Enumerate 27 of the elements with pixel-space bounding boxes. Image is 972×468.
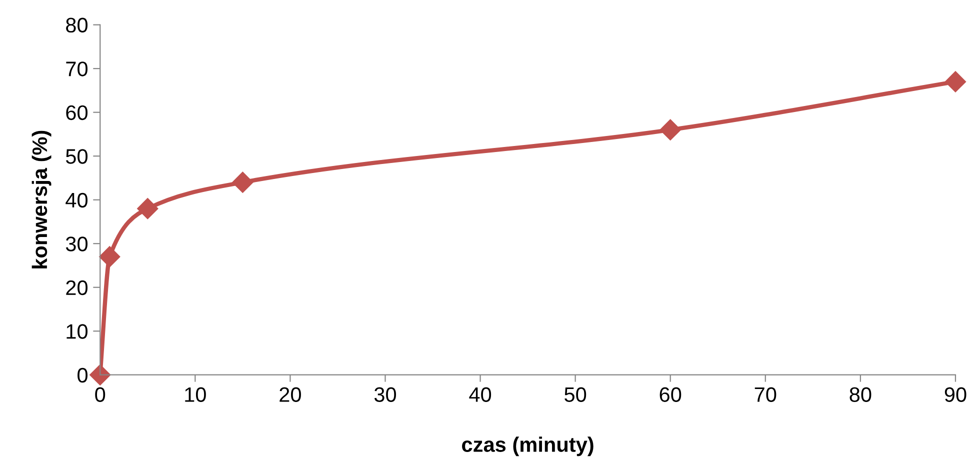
y-tick-label: 40: [66, 192, 88, 208]
y-tick-label: 10: [66, 324, 88, 339]
point: [232, 172, 254, 193]
x-tick-label: 70: [754, 387, 776, 402]
point: [944, 71, 966, 92]
point: [99, 246, 120, 268]
x-tick-label: 50: [564, 387, 586, 402]
x-tick-label: 60: [660, 387, 682, 402]
y-tick-label: 70: [66, 62, 88, 76]
point: [660, 119, 681, 140]
x-tick-label: 10: [185, 387, 206, 402]
y-tick-label: 20: [66, 280, 88, 296]
x-axis-title: czas (minuty): [462, 436, 594, 456]
y-axis-title: konwersja (%): [32, 130, 52, 268]
x-tick-label: 90: [944, 387, 966, 402]
x-tick-label: 80: [850, 387, 872, 402]
y-tick-label: 0: [78, 368, 88, 383]
x-tick-label: 30: [374, 387, 396, 402]
y-tick-label: 50: [66, 149, 88, 164]
y-tick-label: 30: [66, 236, 88, 252]
y-tick-label: 60: [66, 105, 88, 120]
x-tick-label: 40: [469, 387, 492, 402]
point: [137, 198, 158, 220]
y-tick-label: 80: [66, 18, 88, 33]
x-tick-label: 20: [280, 387, 301, 402]
x-tick-label: 0: [95, 387, 106, 402]
point: [90, 364, 111, 386]
